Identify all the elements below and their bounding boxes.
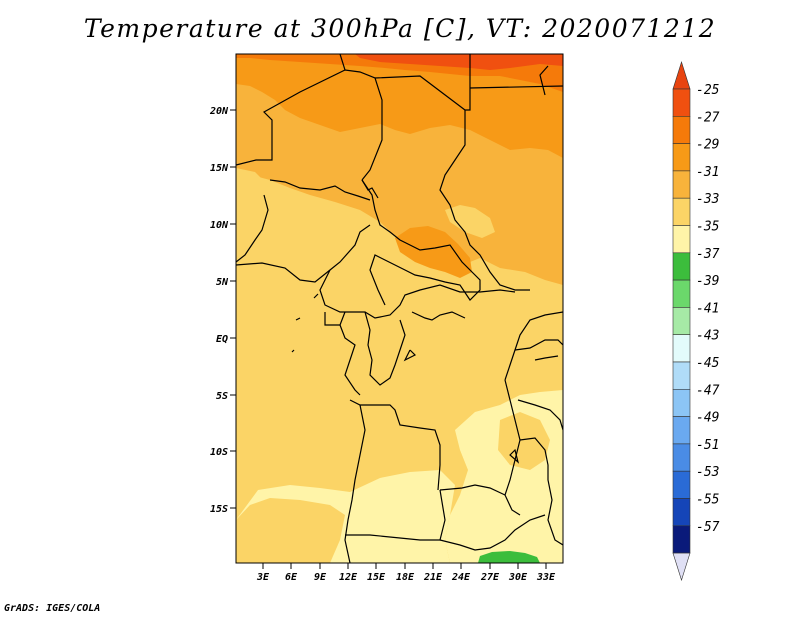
legend-label: -29 [696,138,719,153]
border-path-22 [517,399,563,431]
legend-swatch [672,525,691,554]
lon-axis: 3E 6E 9E 12E 15E 18E 21E 24E 27E 30E 33E [256,563,556,583]
color-legend: -25 -27 -29 -31 -33 -35 -37 -39 -41 -43 -45 -47 -49 -… [672,61,720,582]
lon-label-12e: 12E [339,572,358,583]
legend-label: -41 [696,301,719,316]
border-path-23 [519,437,563,546]
field-patch-33-east [445,205,495,238]
legend-swatch [672,443,691,472]
border-path-11 [324,311,346,326]
lat-label-5s: 5S [216,391,228,402]
map-title: Temperature at 300hPa [C], VT: 202007121… [83,14,717,43]
border-path-15 [344,404,366,563]
lat-label-15n: 15N [210,163,229,174]
border-path-20 [514,339,563,351]
lat-label-10s: 10S [210,447,228,458]
legend-swatch [672,361,691,390]
temperature-field [236,54,563,563]
legend-swatch [672,197,691,226]
border-path-5 [439,110,530,291]
border-path-19 [504,311,563,381]
legend-swatch [672,470,691,499]
legend-swatch [672,225,691,254]
lon-label-21e: 21E [423,572,443,583]
border-path-10 [319,269,516,319]
lon-label-6e: 6E [285,572,298,583]
legend-swatch [672,116,691,144]
legend-label: -25 [696,83,720,98]
legend-label: -47 [696,383,720,398]
lat-label-5n: 5N [216,277,229,288]
legend-swatch [672,143,691,172]
legend-label: -49 [696,411,719,426]
legend-label: -53 [696,465,719,480]
field-band-29 [236,54,563,158]
lat-label-eq: EQ [216,334,228,345]
legend-swatch [672,88,691,117]
lat-label-15s: 15S [210,504,228,515]
field-patch-29-central [395,226,472,278]
lon-label-33e: 33E [536,572,556,583]
lat-label-10n: 10N [210,220,229,231]
field-band-37 [478,551,540,563]
border-path-16 [345,489,446,541]
border-path-26 [403,349,417,362]
legend-swatch [672,388,691,417]
legend-label: -37 [696,247,720,262]
border-path-25 [411,311,466,321]
grads-credit: GrADS: IGES/COLA [4,603,101,614]
legend-label: -57 [696,520,720,535]
legend-swatch [672,170,691,199]
border-path-4 [469,85,563,89]
legend-label: -31 [696,165,719,180]
lat-axis: 20N 15N 10N 5N EQ 5S 10S 15S [209,106,236,515]
legend-swatch [672,252,691,281]
legend-label: -43 [696,329,719,344]
legend-label: -27 [696,110,720,125]
legend-label: -35 [696,220,720,235]
legend-swatch [672,416,691,445]
border-path-17 [439,484,506,496]
field-band-25 [355,54,563,70]
border-path-12 [339,324,361,396]
legend-swatch [672,498,691,527]
lon-label-9e: 9E [314,572,327,583]
country-borders [236,54,563,563]
border-path-14 [349,399,441,491]
border-path-13 [364,311,406,386]
lon-label-30e: 30E [508,572,528,583]
lon-label-24e: 24E [451,572,471,583]
field-patch-33-west [236,168,268,230]
lon-label-27e: 27E [480,572,500,583]
legend-arrow-top [672,61,691,90]
border-path-9 [236,224,371,283]
lon-label-15e: 15E [367,572,386,583]
lon-label-3e: 3E [256,572,270,583]
lat-label-20n: 20N [209,106,229,117]
legend-label: -45 [696,356,720,371]
border-path-30 [509,448,520,464]
border-path-7 [269,179,371,201]
legend-label: -39 [696,274,719,289]
plot-frame [235,53,564,564]
border-path-6 [361,179,481,306]
legend-arrow-bottom [672,552,691,582]
legend-label: -55 [696,493,720,508]
legend-label: -33 [696,192,719,207]
border-path-24 [439,514,546,551]
legend-label: -51 [696,438,719,453]
border-path-8 [236,194,269,263]
border-path-28 [361,179,379,199]
border-path-21 [534,355,559,361]
border-path-27 [539,65,549,96]
border-path-2 [339,54,346,71]
legend-swatch [672,279,691,308]
legend-swatch [672,307,691,335]
legend-swatch [672,334,691,363]
field-patch-33-south [236,498,345,563]
lon-label-18e: 18E [396,572,415,583]
border-path-29 [291,293,319,353]
